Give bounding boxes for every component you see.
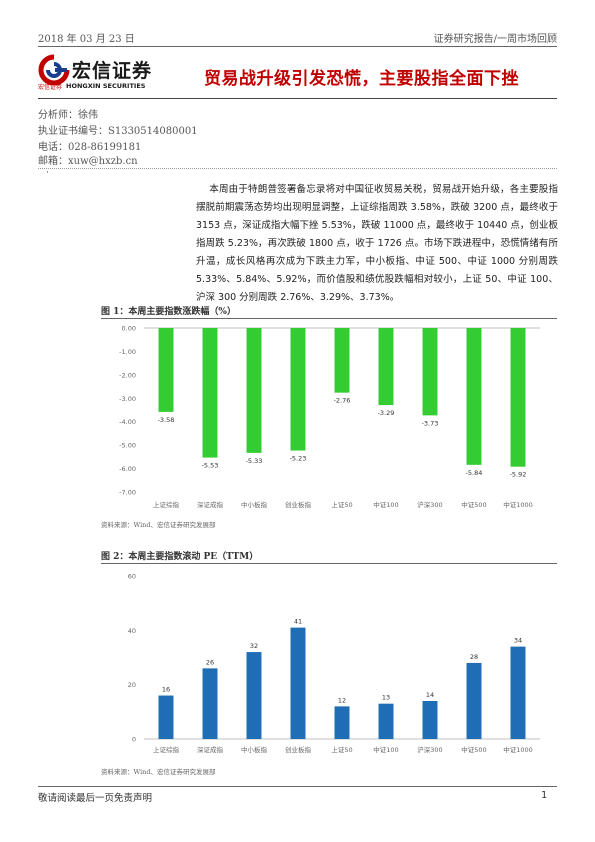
x-tick-label: 中小板指 [241, 745, 268, 754]
logo-subtext-cn: 宏信证券 [38, 84, 63, 91]
bar [290, 627, 306, 739]
y-tick-label: -4.00 [119, 418, 136, 426]
x-tick-label: 上证50 [331, 745, 352, 754]
bar [158, 328, 174, 412]
data-label: -3.58 [158, 416, 175, 424]
title-rule [38, 98, 557, 99]
report-date: 2018 年 03 月 23 日 [38, 34, 135, 45]
bar [334, 706, 350, 739]
data-label: -5.33 [246, 457, 263, 465]
bullet-mark: · [46, 168, 49, 178]
y-tick-label: 60 [128, 573, 136, 581]
data-label: 12 [338, 696, 346, 704]
x-tick-label: 上证综指 [153, 745, 180, 754]
bar [510, 328, 526, 467]
bar [378, 328, 394, 406]
bar [422, 700, 438, 739]
data-label: 16 [162, 686, 170, 694]
y-tick-label: -5.00 [119, 442, 136, 450]
figure1-title-rule [101, 318, 557, 319]
x-tick-label: 上证综指 [153, 500, 180, 509]
analyst-cert: 执业证书编号：S1330514080001 [38, 126, 198, 137]
report-title: 贸易战升级引发恐慌，主要股指全面下挫 [204, 69, 519, 89]
x-tick-label: 上证50 [331, 500, 352, 509]
analyst-rule [38, 168, 557, 169]
data-label: -5.84 [466, 469, 483, 477]
x-tick-label: 创业板指 [285, 500, 312, 509]
x-tick-label: 沪深300 [417, 745, 442, 754]
y-tick-label: -1.00 [119, 348, 136, 356]
bar [290, 328, 306, 451]
y-tick-label: -3.00 [119, 395, 136, 403]
x-tick-label: 中小板指 [241, 500, 268, 509]
header-rule [38, 46, 557, 47]
bar [246, 328, 262, 453]
footer-rule [38, 786, 557, 787]
analyst-phone: 电话：028-86199181 [38, 142, 142, 153]
report-type: 证券研究报告/一周市场回顾 [433, 34, 557, 45]
data-label: 34 [514, 637, 522, 645]
data-label: -5.23 [290, 455, 307, 463]
summary-paragraph: 本周由于特朗普签署备忘录将对中国征收贸易关税，贸易战开始升级，各主要股指摆脱前期… [196, 184, 558, 303]
data-label: 26 [206, 658, 214, 666]
data-label: 32 [250, 642, 258, 650]
logo-mark-icon [38, 54, 70, 86]
chart-index-pe: 0 20 40 60 16 上证综指 26 深证成指 32 中小板指 41 创业板指 12 上证50 13 中… [128, 573, 540, 754]
x-tick-label: 创业板指 [285, 745, 312, 754]
figure2-title-rule [101, 563, 557, 564]
bar [202, 328, 218, 458]
logo-text: 宏信证券 [72, 60, 153, 82]
page-number: 1 [541, 790, 548, 801]
y-tick-label: 0 [132, 736, 136, 744]
bar [422, 328, 438, 416]
data-label: -5.92 [510, 471, 527, 479]
analyst-name: 分析师：徐伟 [38, 110, 98, 121]
x-tick-label: 中证100 [373, 745, 398, 754]
analyst-email: 邮箱：xuw@hxzb.cn [38, 156, 138, 167]
x-tick-label: 中证1000 [503, 500, 533, 509]
figure2-title: 图 2：本周主要指数滚动 PE（TTM） [101, 552, 259, 562]
y-tick-label: -2.00 [119, 371, 136, 379]
data-label: -2.76 [334, 397, 351, 405]
data-label: 28 [470, 653, 478, 661]
chart-index-change: 0.00 -1.00 -2.00 -3.00 -4.00 -5.00 -6.00 -7.00 -… [119, 325, 540, 509]
x-tick-label: 中证500 [461, 745, 486, 754]
figure2-source: 资料来源：Wind、宏信证券研究发展部 [101, 768, 216, 776]
figure1-title: 图 1：本周主要指数涨跌幅（%） [101, 307, 236, 317]
x-tick-label: 深证成指 [197, 745, 224, 754]
x-tick-label: 中证500 [461, 500, 486, 509]
y-tick-label: 0.00 [122, 325, 136, 333]
y-tick-label: 20 [128, 681, 136, 689]
y-tick-label: -7.00 [119, 489, 136, 497]
bar [158, 695, 174, 739]
data-label: 14 [426, 691, 434, 699]
x-tick-label: 中证100 [373, 500, 398, 509]
bar [202, 668, 218, 739]
company-logo: 宏信证券 宏信证券 HONGXIN SECURITIES [38, 54, 168, 94]
data-label: 13 [382, 694, 390, 702]
x-tick-label: 沪深300 [417, 500, 442, 509]
bar [510, 646, 526, 739]
x-tick-label: 深证成指 [197, 500, 224, 509]
bar [466, 662, 482, 739]
y-tick-label: 40 [128, 627, 136, 635]
figure1-source: 资料来源：Wind、宏信证券研究发展部 [101, 521, 216, 529]
logo-subtext-en: HONGXIN SECURITIES [66, 82, 146, 90]
data-label: -3.29 [378, 409, 395, 417]
disclaimer-note: 敬请阅读最后一页免责声明 [38, 793, 153, 804]
data-label: -3.73 [422, 419, 439, 427]
bar [378, 703, 394, 739]
x-tick-label: 中证1000 [503, 745, 533, 754]
bar [334, 328, 350, 393]
y-tick-label: -6.00 [119, 465, 136, 473]
data-label: -5.53 [202, 462, 219, 470]
bar [466, 328, 482, 465]
data-label: 41 [294, 618, 302, 626]
bar [246, 652, 262, 739]
